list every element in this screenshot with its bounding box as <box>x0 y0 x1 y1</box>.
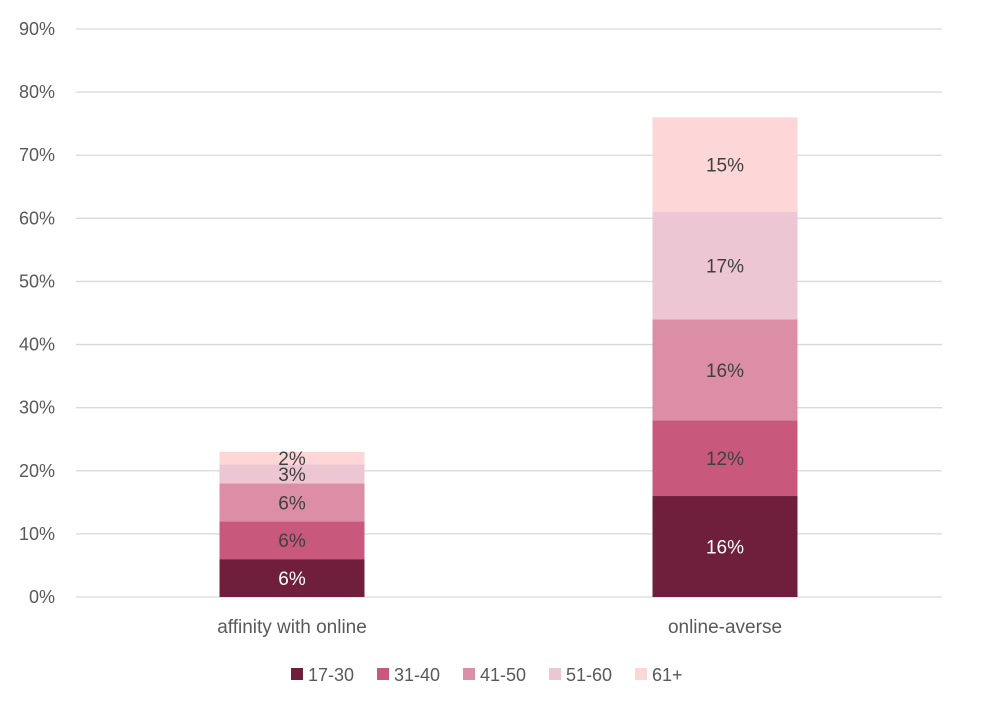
data-label: 3% <box>278 465 306 486</box>
bar-segment-31-40 <box>652 420 798 497</box>
legend-label: 51-60 <box>566 665 612 685</box>
data-labels: 6% 6% 6% 3%2% 16% 12% 16% 17% 15% <box>278 156 744 590</box>
x-category-label: affinity with online <box>217 617 367 638</box>
legend-label: 61+ <box>652 665 683 685</box>
data-label: 6% <box>278 569 306 590</box>
data-label: 16% <box>706 538 744 559</box>
y-tick-label: 90% <box>19 19 55 39</box>
bar-segment-31-40 <box>219 521 365 560</box>
legend-label: 17-30 <box>308 665 354 685</box>
x-category-label: online-averse <box>668 617 782 638</box>
data-label: 16% <box>706 361 744 382</box>
y-tick-label: 50% <box>19 271 55 291</box>
data-label: 12% <box>706 449 744 470</box>
data-label: 15% <box>706 156 744 177</box>
y-tick-label: 0% <box>29 587 55 607</box>
bar-segment-17-30 <box>652 496 798 597</box>
legend: 17-30 31-40 41-50 51-60 61+ <box>291 665 683 685</box>
bar-segment-41-50 <box>219 483 365 522</box>
data-label: 17% <box>706 257 744 278</box>
y-tick-label: 30% <box>19 398 55 418</box>
data-label: 6% <box>278 531 306 552</box>
bar-segment-61+ <box>652 117 798 213</box>
bars <box>219 117 798 597</box>
bar-segment-51-60 <box>652 212 798 320</box>
y-tick-label: 40% <box>19 335 55 355</box>
y-tick-label: 80% <box>19 82 55 102</box>
data-label: 2% <box>278 449 306 470</box>
legend-swatch <box>291 668 303 680</box>
legend-label: 41-50 <box>480 665 526 685</box>
gridlines <box>76 28 942 598</box>
data-label: 6% <box>278 493 306 514</box>
y-tick-label: 20% <box>19 461 55 481</box>
legend-swatch <box>635 668 647 680</box>
y-tick-label: 10% <box>19 524 55 544</box>
y-axis-tick-labels: 0% 10% 20% 30% 40% 50% 60% 70% 80% 90% <box>19 19 55 607</box>
bar-segment-17-30 <box>219 559 365 597</box>
legend-swatch <box>463 668 475 680</box>
bar-segment-51-60 <box>219 464 365 484</box>
legend-swatch <box>549 668 561 680</box>
y-tick-label: 60% <box>19 208 55 228</box>
legend-swatch <box>377 668 389 680</box>
legend-label: 31-40 <box>394 665 440 685</box>
bar-segment-41-50 <box>652 319 798 421</box>
bar-segment-61+ <box>219 451 365 465</box>
y-tick-label: 70% <box>19 145 55 165</box>
x-axis-category-labels: affinity with online online-averse <box>217 617 782 638</box>
